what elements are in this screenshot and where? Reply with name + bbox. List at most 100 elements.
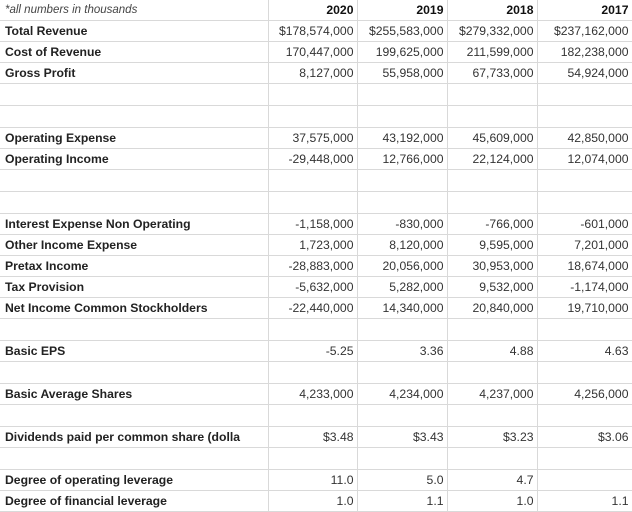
value-cell[interactable]: 3.36 [357, 340, 448, 362]
value-cell[interactable]: 18,674,000 [537, 255, 632, 277]
value-cell[interactable] [357, 318, 448, 341]
value-cell[interactable] [357, 169, 448, 192]
value-cell[interactable]: $255,583,000 [357, 20, 448, 42]
value-cell[interactable]: -766,000 [447, 213, 538, 235]
value-cell[interactable]: 8,127,000 [268, 62, 358, 84]
value-cell[interactable]: 1.1 [537, 490, 632, 512]
value-cell[interactable] [357, 105, 448, 128]
value-cell[interactable]: 20,840,000 [447, 297, 538, 319]
value-cell[interactable]: 9,532,000 [447, 276, 538, 298]
year-header-2018[interactable]: 2018 [447, 0, 538, 21]
value-cell[interactable]: 4,233,000 [268, 383, 358, 405]
row-label-cell[interactable]: Basic Average Shares [0, 383, 269, 405]
value-cell[interactable] [447, 105, 538, 128]
value-cell[interactable] [357, 447, 448, 470]
value-cell[interactable]: 4,234,000 [357, 383, 448, 405]
value-cell[interactable]: $3.23 [447, 426, 538, 448]
value-cell[interactable] [268, 169, 358, 192]
value-cell[interactable] [537, 318, 632, 341]
value-cell[interactable] [268, 105, 358, 128]
value-cell[interactable]: -1,158,000 [268, 213, 358, 235]
value-cell[interactable]: 30,953,000 [447, 255, 538, 277]
year-header-2017[interactable]: 2017 [537, 0, 632, 21]
value-cell[interactable] [268, 83, 358, 106]
value-cell[interactable]: 7,201,000 [537, 234, 632, 256]
value-cell[interactable]: -5,632,000 [268, 276, 358, 298]
row-label-cell[interactable] [0, 105, 269, 128]
row-label-cell[interactable]: Interest Expense Non Operating [0, 213, 269, 235]
row-label-cell[interactable]: Net Income Common Stockholders [0, 297, 269, 319]
value-cell[interactable]: -1,174,000 [537, 276, 632, 298]
value-cell[interactable]: 182,238,000 [537, 41, 632, 63]
value-cell[interactable]: 211,599,000 [447, 41, 538, 63]
value-cell[interactable]: 4.88 [447, 340, 538, 362]
row-label-cell[interactable]: Operating Expense [0, 127, 269, 149]
year-header-2020[interactable]: 2020 [268, 0, 358, 21]
value-cell[interactable]: -28,883,000 [268, 255, 358, 277]
row-label-cell[interactable] [0, 83, 269, 106]
value-cell[interactable]: -5.25 [268, 340, 358, 362]
value-cell[interactable]: 199,625,000 [357, 41, 448, 63]
value-cell[interactable] [357, 191, 448, 214]
value-cell[interactable] [537, 404, 632, 427]
value-cell[interactable]: 1.1 [357, 490, 448, 512]
value-cell[interactable] [447, 361, 538, 384]
row-label-cell[interactable]: Cost of Revenue [0, 41, 269, 63]
row-label-cell[interactable] [0, 447, 269, 470]
row-label-cell[interactable]: Gross Profit [0, 62, 269, 84]
value-cell[interactable]: 54,924,000 [537, 62, 632, 84]
row-label-cell[interactable] [0, 318, 269, 341]
value-cell[interactable]: -601,000 [537, 213, 632, 235]
value-cell[interactable] [447, 169, 538, 192]
row-label-cell[interactable]: Pretax Income [0, 255, 269, 277]
row-label-cell[interactable]: Basic EPS [0, 340, 269, 362]
value-cell[interactable]: 5,282,000 [357, 276, 448, 298]
row-label-cell[interactable]: Degree of financial leverage [0, 490, 269, 512]
value-cell[interactable]: 20,056,000 [357, 255, 448, 277]
year-header-2019[interactable]: 2019 [357, 0, 448, 21]
value-cell[interactable] [268, 404, 358, 427]
row-label-cell[interactable]: Other Income Expense [0, 234, 269, 256]
note-cell[interactable]: *all numbers in thousands [0, 0, 269, 21]
value-cell[interactable]: $178,574,000 [268, 20, 358, 42]
value-cell[interactable]: 4,237,000 [447, 383, 538, 405]
value-cell[interactable] [537, 191, 632, 214]
value-cell[interactable]: 1.0 [447, 490, 538, 512]
value-cell[interactable] [357, 404, 448, 427]
value-cell[interactable] [268, 447, 358, 470]
value-cell[interactable]: 1.0 [268, 490, 358, 512]
value-cell[interactable]: 1,723,000 [268, 234, 358, 256]
value-cell[interactable] [268, 191, 358, 214]
value-cell[interactable] [357, 361, 448, 384]
value-cell[interactable] [447, 83, 538, 106]
row-label-cell[interactable] [0, 191, 269, 214]
value-cell[interactable]: $3.43 [357, 426, 448, 448]
value-cell[interactable]: 14,340,000 [357, 297, 448, 319]
value-cell[interactable] [537, 169, 632, 192]
value-cell[interactable] [268, 318, 358, 341]
value-cell[interactable]: $279,332,000 [447, 20, 538, 42]
value-cell[interactable] [537, 361, 632, 384]
row-label-cell[interactable] [0, 361, 269, 384]
value-cell[interactable]: -830,000 [357, 213, 448, 235]
value-cell[interactable]: 22,124,000 [447, 148, 538, 170]
value-cell[interactable]: 19,710,000 [537, 297, 632, 319]
value-cell[interactable]: 4.63 [537, 340, 632, 362]
value-cell[interactable] [537, 105, 632, 128]
value-cell[interactable]: 12,766,000 [357, 148, 448, 170]
row-label-cell[interactable] [0, 404, 269, 427]
value-cell[interactable] [537, 447, 632, 470]
value-cell[interactable] [268, 361, 358, 384]
row-label-cell[interactable] [0, 169, 269, 192]
value-cell[interactable]: -22,440,000 [268, 297, 358, 319]
value-cell[interactable]: 37,575,000 [268, 127, 358, 149]
row-label-cell[interactable]: Dividends paid per common share (dolla [0, 426, 269, 448]
value-cell[interactable] [447, 447, 538, 470]
value-cell[interactable]: 170,447,000 [268, 41, 358, 63]
value-cell[interactable]: 42,850,000 [537, 127, 632, 149]
row-label-cell[interactable]: Tax Provision [0, 276, 269, 298]
value-cell[interactable] [447, 191, 538, 214]
value-cell[interactable]: 43,192,000 [357, 127, 448, 149]
value-cell[interactable]: 67,733,000 [447, 62, 538, 84]
value-cell[interactable] [357, 83, 448, 106]
